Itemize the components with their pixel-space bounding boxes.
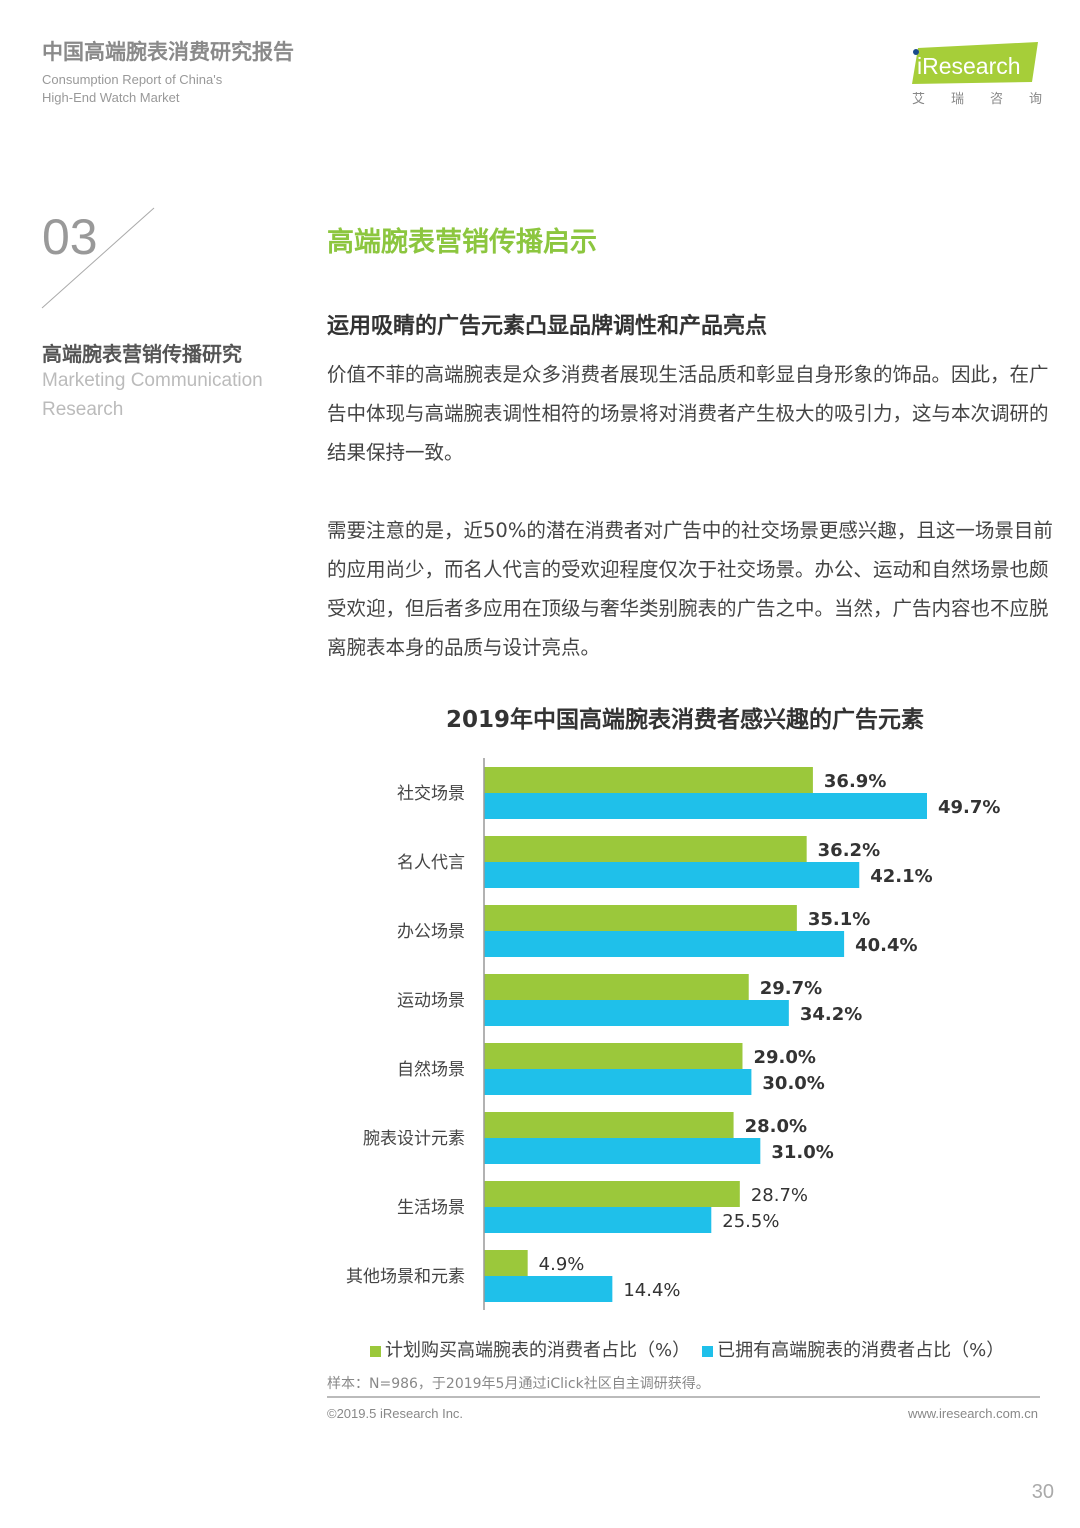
section-number: 03	[42, 209, 98, 265]
data-label: 31.0%	[771, 1142, 833, 1163]
bar	[484, 862, 860, 888]
chart-title: 2019年中国高端腕表消费者感兴趣的广告元素	[445, 707, 924, 733]
website-url: www.iresearch.com.cn	[907, 1406, 1038, 1421]
data-label: 49.7%	[938, 797, 1000, 818]
bar	[484, 1181, 740, 1207]
category-label: 名人代言	[397, 853, 465, 873]
svg-text:iResearch: iResearch	[917, 53, 1021, 79]
bar	[484, 905, 797, 931]
report-subtitle: Consumption Report of China's	[42, 72, 223, 87]
category-label: 腕表设计元素	[363, 1129, 465, 1149]
data-label: 14.4%	[623, 1280, 680, 1301]
category-label: 其他场景和元素	[346, 1267, 465, 1287]
bar	[484, 767, 813, 793]
data-label: 4.9%	[539, 1254, 585, 1275]
legend-swatch	[702, 1345, 714, 1357]
copyright: ©2019.5 iResearch Inc.	[327, 1406, 464, 1421]
data-label: 35.1%	[808, 909, 870, 930]
legend-swatch	[370, 1345, 381, 1357]
section-title-en: Marketing Communication	[42, 370, 263, 391]
page-title: 高端腕表营销传播启示	[327, 227, 597, 258]
data-label: 34.2%	[800, 1004, 862, 1025]
bar	[484, 1000, 789, 1026]
data-label: 28.7%	[751, 1185, 808, 1206]
data-label: 42.1%	[870, 866, 932, 887]
bar	[484, 1250, 528, 1276]
category-label: 运动场景	[397, 991, 465, 1011]
bar	[484, 1069, 752, 1095]
page-number: 30	[1031, 1481, 1054, 1503]
legend-item: 计划购买高端腕表的消费者占比（%）	[370, 1336, 690, 1362]
data-label: 25.5%	[722, 1211, 779, 1232]
data-label: 36.9%	[824, 771, 886, 792]
section-title: 高端腕表营销传播研究	[42, 342, 242, 366]
footer-divider	[327, 1396, 1040, 1398]
category-label: 办公场景	[397, 922, 465, 942]
category-label: 自然场景	[397, 1060, 465, 1080]
data-label: 28.0%	[745, 1116, 807, 1137]
bar	[484, 793, 927, 819]
data-label: 30.0%	[762, 1073, 824, 1094]
sample-note: 样本：N=986，于2019年5月通过iClick社区自主调研获得。	[327, 1376, 710, 1392]
paragraph: 价值不菲的高端腕表是众多消费者展现生活品质和彰显自身形象的饰品。因此，在广告中体…	[327, 363, 1049, 464]
bar	[484, 1043, 743, 1069]
bar	[484, 1112, 734, 1138]
report-title: 中国高端腕表消费研究报告	[42, 40, 294, 64]
bar	[484, 1138, 761, 1164]
report-subtitle: High-End Watch Market	[42, 90, 180, 105]
section-title-en: Research	[42, 399, 124, 420]
bar	[484, 836, 807, 862]
logo-chinese: 艾瑞咨询	[912, 92, 1042, 107]
paragraph: 需要注意的是，近50%的潜在消费者对广告中的社交场景更感兴趣，且这一场景目前的应…	[327, 519, 1053, 659]
data-label: 40.4%	[855, 935, 917, 956]
bar	[484, 1207, 712, 1233]
data-label: 36.2%	[818, 840, 880, 861]
data-label: 29.7%	[760, 978, 822, 999]
category-label: 社交场景	[397, 784, 465, 804]
bar	[484, 931, 845, 957]
section-divider	[41, 207, 155, 309]
category-label: 生活场景	[397, 1198, 465, 1218]
iresearch-logo: iResearch	[912, 42, 1038, 84]
page-subtitle: 运用吸睛的广告元素凸显品牌调性和产品亮点	[327, 314, 768, 339]
bar	[484, 974, 749, 1000]
data-label: 29.0%	[753, 1047, 815, 1068]
chart-legend: 计划购买高端腕表的消费者占比（%） 已拥有高端腕表的消费者占比（%）	[370, 1336, 1004, 1362]
legend-item: 已拥有高端腕表的消费者占比（%）	[702, 1336, 1004, 1362]
bar	[484, 1276, 613, 1302]
